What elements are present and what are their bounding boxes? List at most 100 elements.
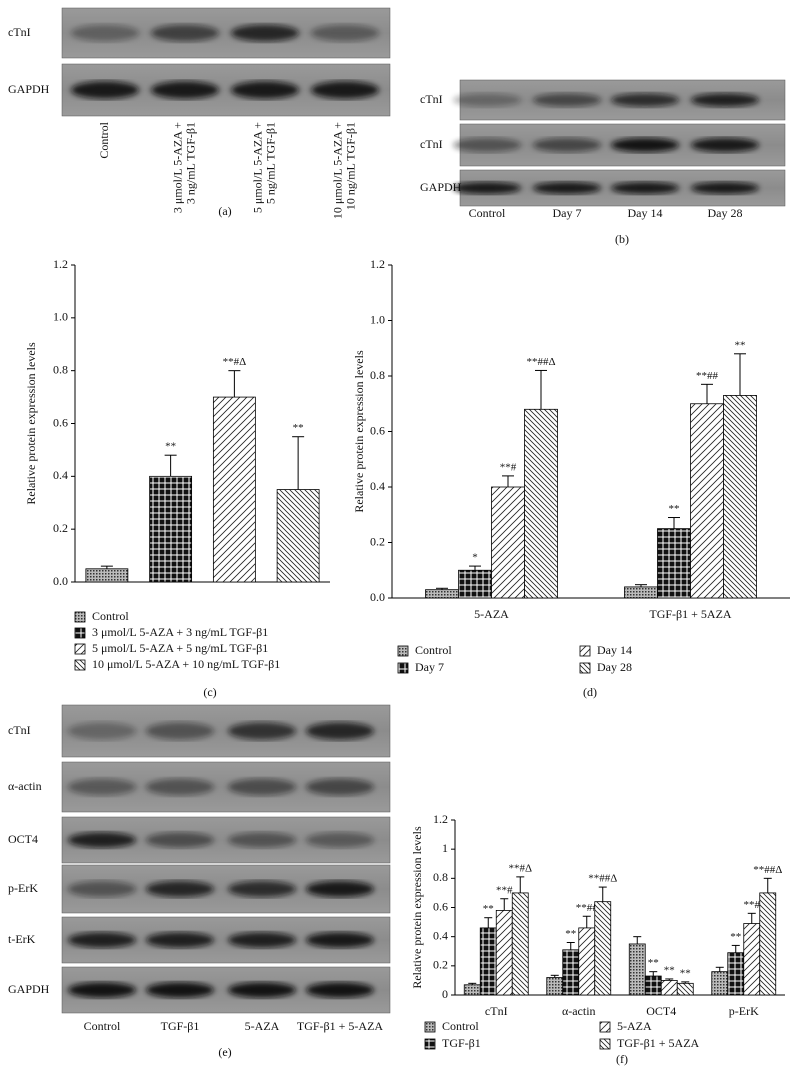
blot-band [146, 880, 214, 898]
significance-label: **##Δ [588, 873, 617, 885]
x-tick-label: p-ErK [729, 1004, 759, 1018]
legend-label: TGF-β1 [442, 1036, 481, 1050]
significance-label: ** [669, 503, 680, 515]
y-tick-label: 0.2 [370, 534, 385, 548]
blot-band [228, 932, 296, 948]
bar [628, 943, 646, 996]
bar [524, 408, 558, 599]
blot-band [228, 722, 296, 740]
bar [723, 395, 757, 599]
bar [711, 971, 729, 996]
blot-band [533, 181, 601, 195]
lane-label: Control [97, 121, 111, 158]
blot-band [228, 880, 296, 898]
lane-label: 5-AZA [245, 1019, 280, 1033]
significance-label: **#Δ [508, 862, 532, 874]
blot-band [306, 722, 374, 740]
y-tick-label: 0.0 [370, 590, 385, 604]
lane-label: TGF-β1 + 5-AZA [297, 1019, 384, 1033]
lane-label: 10 ng/mL TGF-β1 [343, 122, 357, 210]
blot-band [691, 137, 759, 153]
bar [690, 403, 724, 599]
blot-band [151, 24, 219, 42]
significance-label: **## [576, 902, 599, 914]
blot-band [146, 722, 214, 740]
lane-label: Control [84, 1019, 121, 1033]
blot-band [453, 181, 521, 195]
blot-band [68, 832, 136, 848]
blot-band [306, 982, 374, 998]
blot-row-label: cTnI [8, 25, 31, 39]
blot-band [146, 982, 214, 998]
x-tick-label: 5-AZA [474, 607, 509, 621]
y-tick-label: 1.2 [370, 257, 385, 271]
legend-swatch [599, 1038, 611, 1050]
blot-band [231, 24, 299, 42]
blot-row-label: p-ErK [8, 881, 38, 895]
y-tick-label: 0.4 [433, 928, 448, 942]
blot-row-label: α-actin [8, 779, 42, 793]
y-tick-label: 1.0 [370, 312, 385, 326]
significance-label: ** [293, 422, 304, 434]
y-tick-label: 0.6 [370, 423, 385, 437]
legend-label: Control [92, 609, 129, 623]
blot-row-label: cTnI [8, 723, 31, 737]
legend-label: 3 μmol/L 5-AZA + 3 ng/mL TGF-β1 [92, 625, 268, 639]
blot-band [228, 832, 296, 848]
bar [85, 568, 129, 583]
legend-label: Control [442, 1019, 479, 1033]
blot-row-label: GAPDH [420, 180, 462, 194]
blot-band [231, 81, 299, 99]
blot-band [146, 778, 214, 796]
legend-swatch [579, 662, 591, 674]
blot-band [453, 93, 521, 107]
legend-swatch [74, 643, 86, 655]
significance-label: ** [730, 931, 741, 943]
blot-band [453, 137, 521, 153]
bar [479, 927, 497, 996]
y-tick-label: 0.6 [433, 899, 448, 913]
significance-label: ** [735, 339, 746, 351]
legend-swatch [397, 645, 409, 657]
significance-label: * [472, 552, 478, 564]
blot-row-label: OCT4 [8, 832, 38, 846]
blot-row-label: GAPDH [8, 982, 50, 996]
panel-label: (c) [203, 685, 216, 699]
y-tick-label: 0.8 [433, 870, 448, 884]
blot-band [228, 778, 296, 796]
y-tick-label: 0.4 [53, 468, 68, 482]
significance-label: **## [696, 370, 719, 382]
blot-band [311, 81, 379, 99]
y-tick-label: 1 [442, 841, 448, 855]
bar [578, 927, 596, 996]
x-tick-label: TGF-β1 + 5AZA [649, 607, 732, 621]
y-tick-label: 0.8 [370, 368, 385, 382]
bar [458, 569, 492, 599]
panel-label: (b) [615, 232, 629, 246]
panel-label: (d) [583, 685, 597, 699]
blot-band [68, 982, 136, 998]
significance-label: **##Δ [753, 864, 782, 876]
bar [149, 475, 193, 583]
bar [743, 923, 761, 996]
significance-label: **# [500, 461, 517, 473]
y-tick-label: 1.0 [53, 310, 68, 324]
bar [212, 396, 256, 583]
significance-label: ** [165, 441, 176, 453]
legend-label: Day 14 [597, 643, 632, 657]
legend-label: 5-AZA [617, 1019, 652, 1033]
bar [624, 586, 658, 599]
significance-label: ** [483, 903, 494, 915]
legend-label: TGF-β1 + 5AZA [617, 1036, 700, 1050]
bar [676, 982, 694, 996]
y-tick-label: 0.2 [53, 521, 68, 535]
blot-band [68, 722, 136, 740]
lane-label: Day 7 [553, 206, 582, 220]
panel-label: (e) [218, 1045, 231, 1059]
lane-label: TGF-β1 [161, 1019, 200, 1033]
blot-band [228, 982, 296, 998]
y-tick-label: 0.6 [53, 415, 68, 429]
blot-band [611, 181, 679, 195]
significance-label: ** [680, 967, 691, 979]
significance-label: **##Δ [526, 356, 555, 368]
